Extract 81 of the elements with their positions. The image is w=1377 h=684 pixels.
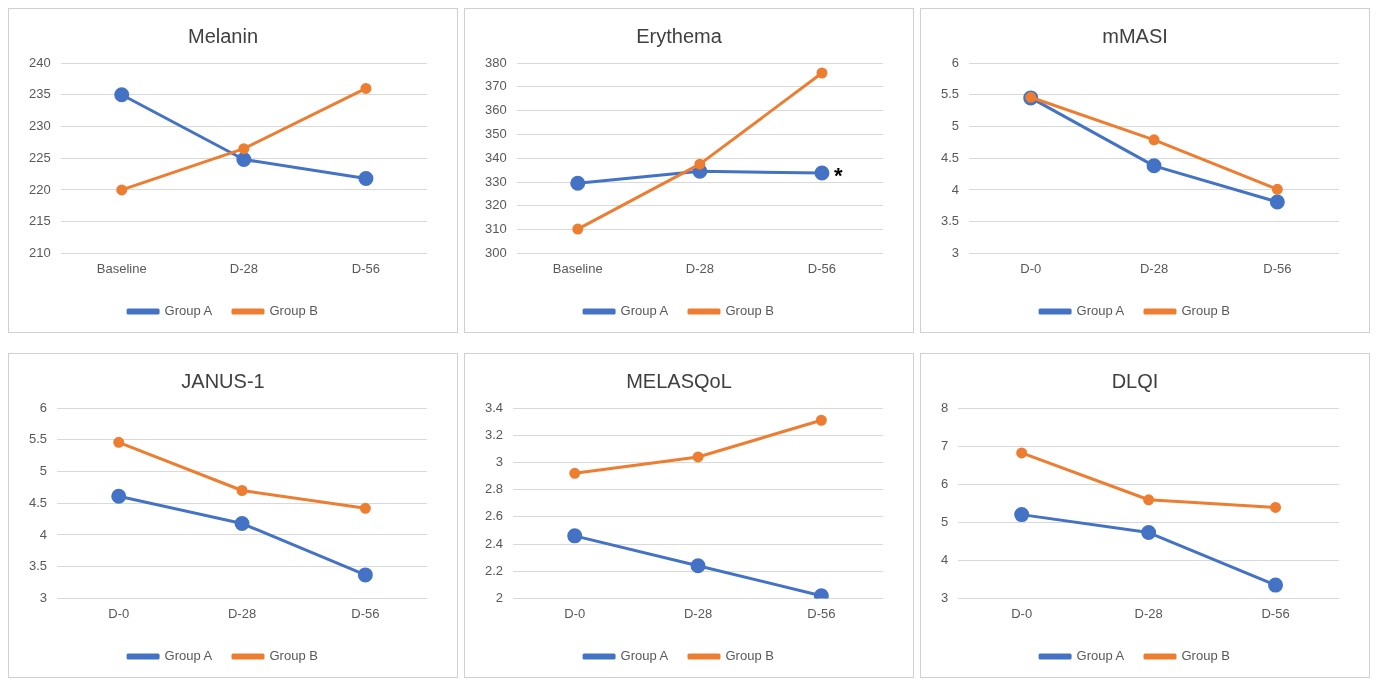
x-tick-label: D-56 <box>807 605 836 621</box>
y-tick-label: 4.5 <box>28 494 48 510</box>
y-tick-label: 3.2 <box>484 426 504 442</box>
y-tick-label: 7 <box>941 437 949 453</box>
annotation: * <box>833 163 843 189</box>
y-tick-label: 8 <box>941 399 949 415</box>
legend-label: Group A <box>164 648 213 664</box>
y-tick-label: 2.2 <box>484 562 504 578</box>
y-tick-label: 310 <box>484 221 507 237</box>
legend-label: Group B <box>725 303 774 319</box>
x-tick-label: D-28 <box>1139 260 1169 276</box>
legend-label: Group B <box>725 648 774 664</box>
legend-label: Group A <box>164 303 213 319</box>
y-tick-label: 3 <box>941 589 949 605</box>
y-tick-label: 300 <box>484 244 507 260</box>
y-tick-label: 4.5 <box>940 149 960 165</box>
y-tick-label: 4 <box>39 526 48 542</box>
chart-title: MELASQoL <box>626 369 732 392</box>
y-tick-label: 5 <box>39 463 48 479</box>
y-tick-label: 2.6 <box>484 508 504 524</box>
y-tick-label: 330 <box>484 173 507 189</box>
y-tick-label: 360 <box>484 102 507 118</box>
x-tick-label: Baseline <box>96 260 147 276</box>
legend-label: Group A <box>620 303 669 319</box>
legend-label: Group A <box>620 648 669 664</box>
y-tick-label: 240 <box>28 54 51 70</box>
y-tick-label: 370 <box>484 78 507 94</box>
legend-label: Group A <box>1076 303 1125 319</box>
y-tick-label: 340 <box>484 149 507 165</box>
x-tick-label: D-28 <box>1134 605 1163 621</box>
y-tick-label: 3 <box>39 589 48 605</box>
chart-title: DLQI <box>1111 369 1159 392</box>
y-tick-label: 5.5 <box>28 431 48 447</box>
y-tick-label: 5.5 <box>940 86 960 102</box>
y-tick-label: 350 <box>484 125 507 141</box>
x-tick-label: D-0 <box>108 605 130 621</box>
legend-label: Group B <box>269 648 318 664</box>
x-tick-label: D-28 <box>685 260 714 276</box>
y-tick-label: 220 <box>28 181 51 197</box>
chart-title: JANUS-1 <box>181 369 265 392</box>
legend-label: Group A <box>1076 648 1125 664</box>
x-tick-label: D-28 <box>227 605 257 621</box>
y-tick-label: 225 <box>28 149 51 165</box>
legend-label: Group B <box>269 303 318 319</box>
y-tick-label: 5 <box>941 513 949 529</box>
chart-title: mMASI <box>1102 24 1168 47</box>
x-tick-label: D-56 <box>351 260 381 276</box>
y-tick-label: 210 <box>28 244 51 260</box>
y-tick-label: 3 <box>495 453 504 469</box>
y-tick-label: 215 <box>28 213 51 229</box>
x-tick-label: D-0 <box>564 605 586 621</box>
x-tick-label: D-28 <box>229 260 258 276</box>
y-tick-label: 320 <box>484 197 507 213</box>
legend-label: Group B <box>1181 648 1230 664</box>
x-tick-label: D-56 <box>1263 260 1292 276</box>
y-tick-label: 2 <box>495 589 504 605</box>
x-tick-label: D-28 <box>683 605 713 621</box>
y-tick-label: 3.4 <box>484 399 504 415</box>
y-tick-label: 3.5 <box>940 213 960 229</box>
y-tick-label: 6 <box>951 54 960 70</box>
y-tick-label: 4 <box>941 551 949 567</box>
y-tick-label: 3.5 <box>28 558 48 574</box>
y-tick-label: 2.4 <box>484 535 504 551</box>
y-tick-label: 5 <box>951 118 960 134</box>
x-tick-label: D-56 <box>1261 605 1290 621</box>
y-tick-label: 2.8 <box>484 481 504 497</box>
legend-label: Group B <box>1181 303 1230 319</box>
x-tick-label: Baseline <box>552 260 603 276</box>
y-tick-label: 380 <box>484 54 507 70</box>
y-tick-label: 230 <box>28 118 51 134</box>
y-tick-label: 6 <box>941 475 949 491</box>
x-tick-label: D-56 <box>351 605 380 621</box>
chart-title: Erythema <box>636 24 723 47</box>
y-tick-label: 3 <box>951 244 960 260</box>
x-tick-label: D-56 <box>807 260 837 276</box>
chart-title: Melanin <box>187 24 259 47</box>
x-tick-label: D-0 <box>1011 605 1033 621</box>
y-tick-label: 235 <box>28 86 51 102</box>
y-tick-label: 4 <box>951 181 960 197</box>
x-tick-label: D-0 <box>1020 260 1042 276</box>
y-tick-label: 6 <box>39 399 48 415</box>
